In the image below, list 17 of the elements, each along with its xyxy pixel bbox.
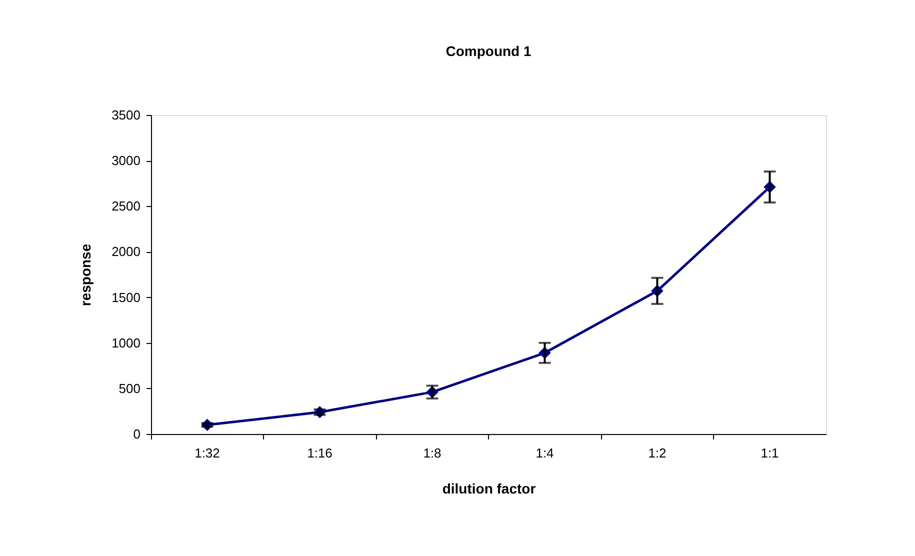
y-tick-label: 1000 [112, 335, 140, 350]
x-axis-title: dilution factor [442, 480, 536, 496]
x-tick-label: 1:16 [307, 446, 332, 460]
y-axis-title: response [78, 244, 94, 306]
x-tick-label: 1:8 [423, 446, 442, 460]
x-tick-label: 1:4 [536, 446, 554, 460]
y-tick-label: 2500 [112, 198, 140, 214]
chart-title: Compound 1 [446, 43, 532, 59]
y-tick-label: 3000 [112, 153, 140, 168]
x-tick-label: 1:2 [648, 446, 666, 460]
y-tick-label: 500 [118, 380, 140, 396]
x-tick-label: 1:1 [760, 446, 779, 460]
y-tick-label: 3500 [112, 108, 140, 122]
x-tick-label: 1:32 [194, 446, 220, 460]
y-tick-label: 0 [133, 426, 140, 442]
y-tick-label: 1500 [112, 290, 140, 305]
y-tick-label: 2000 [112, 244, 140, 260]
